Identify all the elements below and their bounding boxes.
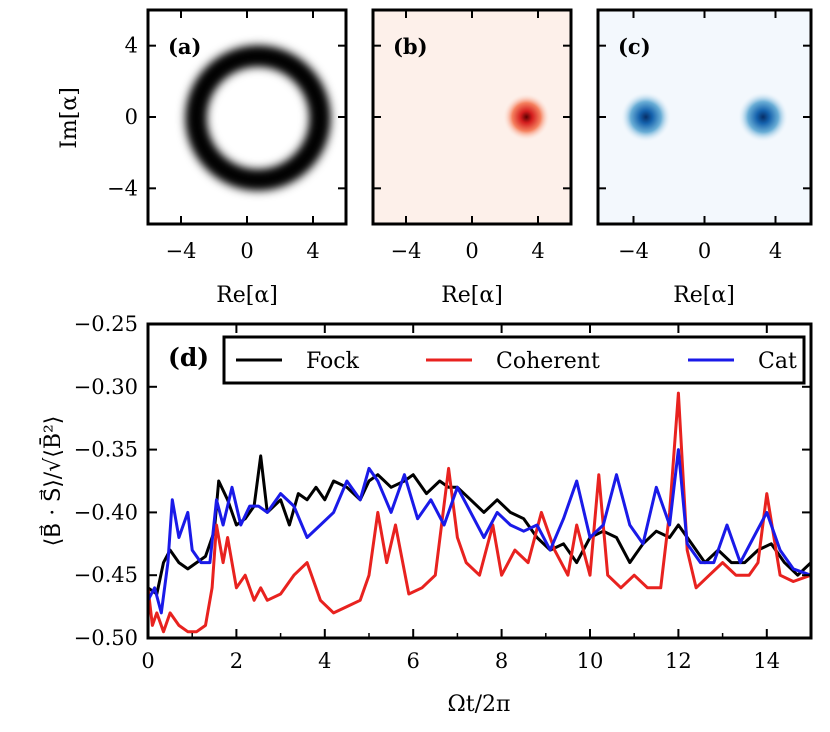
panel-d-xlabel: Ωt/2π — [448, 692, 511, 717]
panel-a: (a) −4 0 4 −4 0 4 Re[α] Im[α] — [57, 8, 348, 308]
y-tick-label: −0.25 — [74, 312, 138, 336]
x-tick-label: 2 — [230, 649, 243, 673]
panel-a-ticks: −4 0 4 −4 0 4 — [107, 10, 346, 263]
legend-label-fock: Fock — [306, 349, 360, 374]
x-tick-label: 8 — [495, 649, 508, 673]
state-blob-2 — [737, 91, 789, 143]
y-tick-label: 0 — [125, 105, 138, 129]
x-tick-label: −4 — [618, 239, 649, 263]
y-tick-label: −4 — [107, 176, 138, 200]
panel-a-letter: (a) — [168, 34, 201, 59]
panel-d-ticks: 0 2 4 6 8 10 12 14 −0.50 −0.45 −0.40 −0.35 −0.30 −0.2… — [74, 312, 812, 673]
x-tick-label: −4 — [166, 239, 197, 263]
x-tick-label: 0 — [465, 239, 478, 263]
panel-d-ylabel: ⟨B⃗ · S⃗⟩/√⟨B̄²⟩ — [39, 416, 66, 547]
y-tick-label: −0.30 — [74, 375, 138, 399]
x-tick-label: 0 — [240, 239, 253, 263]
panel-c-letter: (c) — [618, 34, 651, 59]
panel-a-xlabel: Re[α] — [216, 283, 278, 308]
panel-d-letter: (d) — [168, 343, 209, 372]
panel-b: (b) −4 0 4 Re[α] — [371, 8, 573, 308]
y-tick-label: −0.40 — [74, 500, 138, 524]
x-tick-label: 4 — [769, 239, 782, 263]
panel-c-xlabel: Re[α] — [673, 283, 735, 308]
series-line-cat — [148, 448, 811, 615]
y-tick-label: −0.50 — [74, 626, 138, 650]
x-tick-label: 4 — [318, 649, 331, 673]
panel-b-ticks: −4 0 4 — [373, 10, 571, 263]
panel-c: (c) −4 0 4 Re[α] — [596, 8, 813, 308]
state-blob-1 — [502, 93, 551, 141]
x-tick-label: 12 — [665, 649, 692, 673]
x-tick-label: 6 — [407, 649, 420, 673]
y-tick-label: −0.35 — [74, 438, 138, 462]
y-tick-label: −0.45 — [74, 563, 138, 587]
x-tick-label: 0 — [698, 239, 711, 263]
panel-b-xlabel: Re[α] — [441, 283, 503, 308]
x-tick-label: 14 — [753, 649, 780, 673]
panel-d: 0 2 4 6 8 10 12 14 −0.50 −0.45 −0.40 −0.35 −0.30 −0.2… — [39, 312, 813, 717]
x-tick-label: 4 — [531, 239, 544, 263]
panel-a-ylabel: Im[α] — [57, 87, 82, 149]
legend-label-cat: Cat — [758, 349, 797, 374]
y-tick-label: 4 — [125, 34, 138, 58]
x-tick-label: −4 — [391, 239, 422, 263]
panel-c-ticks: −4 0 4 — [598, 10, 811, 263]
legend-label-coherent: Coherent — [496, 349, 600, 374]
x-tick-label: 4 — [306, 239, 319, 263]
x-tick-label: 0 — [141, 649, 154, 673]
x-tick-label: 10 — [577, 649, 604, 673]
panel-b-letter: (b) — [393, 34, 428, 59]
state-blob-1 — [620, 91, 672, 143]
legend: Fock Coherent Cat — [222, 335, 806, 385]
